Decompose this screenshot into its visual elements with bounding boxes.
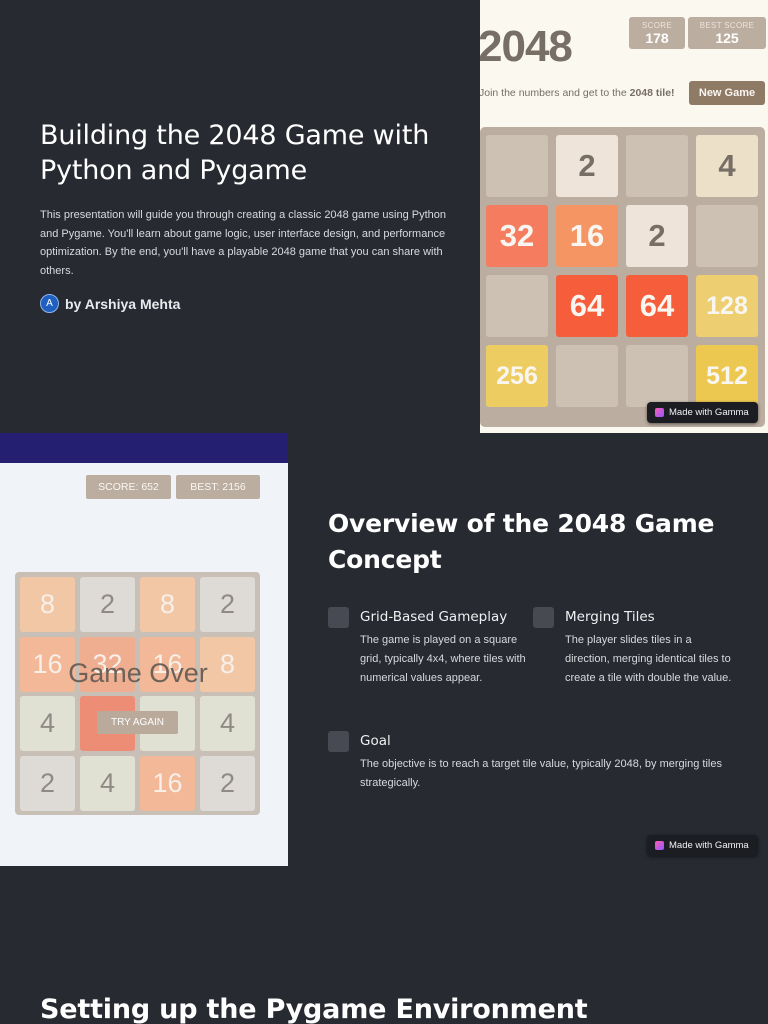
tile-2: 2 — [200, 755, 255, 811]
tile-4: 4 — [20, 696, 75, 751]
feature-icon — [533, 607, 554, 628]
tile-8: 8 — [140, 577, 195, 632]
tile-empty — [696, 205, 758, 267]
gamma-logo-icon — [655, 841, 664, 850]
tile-16: 16 — [20, 636, 75, 692]
made-with-gamma-badge[interactable]: Made with Gamma — [647, 835, 758, 856]
tile-32: 32 — [80, 636, 135, 692]
best-display: BEST: 2156 — [176, 475, 260, 499]
made-with-gamma-badge[interactable]: Made with Gamma — [647, 402, 758, 423]
intro-bold-text: 2048 tile! — [629, 87, 675, 99]
slide-intro: Building the 2048 Game with Python and P… — [0, 0, 768, 433]
tile-4: 4 — [696, 135, 758, 197]
author-line: A by Arshiya Mehta — [40, 294, 180, 313]
tile-8: 8 — [20, 577, 75, 632]
best-score-value: 125 — [715, 30, 739, 46]
game-over-text: Game Over — [68, 658, 208, 688]
game-logo: 2048 — [480, 22, 573, 71]
slide-description: This presentation will guide you through… — [40, 209, 447, 277]
game-over-screenshot: SCORE: 652 BEST: 2156 828216321684444241… — [0, 433, 288, 866]
score-display: SCORE: 652 — [86, 475, 171, 499]
tile-2: 2 — [20, 755, 75, 811]
game-intro-text: Join the numbers and get to the 2048 til… — [480, 87, 675, 99]
tile-2: 2 — [626, 205, 688, 267]
tile-64: 64 — [556, 275, 618, 337]
feature-text: The game is played on a square grid, typ… — [360, 634, 526, 684]
tile-16: 16 — [140, 755, 195, 811]
tile-4: 4 — [200, 696, 255, 751]
tile-32: 32 — [486, 205, 548, 267]
tile-4: 4 — [80, 755, 135, 811]
tile-8: 8 — [200, 636, 255, 692]
feature-title: Grid-Based Gameplay — [360, 609, 508, 625]
tile-empty — [486, 275, 548, 337]
tile-256: 256 — [486, 345, 548, 407]
tile-empty — [556, 345, 618, 407]
new-game-button[interactable]: New Game — [689, 81, 765, 105]
tile-2: 2 — [200, 577, 255, 632]
tile-2: 2 — [556, 135, 618, 197]
score-value: 178 — [645, 30, 669, 46]
slide-title-pygame-setup: Setting up the Pygame Environment — [40, 994, 588, 1024]
feature-text: The objective is to reach a target tile … — [360, 758, 722, 789]
feature-icon — [328, 731, 349, 752]
try-again-button[interactable]: TRY AGAIN — [97, 711, 178, 734]
game-screenshot-2048: 2048 SCORE 178 BEST SCORE 125 Join the n… — [480, 0, 768, 433]
tile-empty — [626, 345, 688, 407]
slide-title: Building the 2048 Game with Python and P… — [40, 120, 430, 186]
feature-title: Goal — [360, 733, 391, 749]
window-header-bar — [0, 433, 288, 463]
game-board: 82821632168444424162 — [15, 572, 260, 815]
badge-label: Made with Gamma — [669, 407, 749, 418]
tile-2: 2 — [80, 577, 135, 632]
tile-512: 512 — [696, 345, 758, 407]
intro-text: Join the numbers and get to the — [480, 87, 630, 99]
tile-64: 64 — [626, 275, 688, 337]
tile-16: 16 — [140, 636, 195, 692]
score-label: SCORE — [642, 21, 672, 30]
game-board: 2 4 32 16 2 64 64 128 256 512 — [480, 127, 765, 427]
feature-icon — [328, 607, 349, 628]
tile-16: 16 — [556, 205, 618, 267]
gamma-logo-icon — [655, 408, 664, 417]
feature-title: Merging Tiles — [565, 609, 655, 625]
tile-128: 128 — [696, 275, 758, 337]
slide-overview: SCORE: 652 BEST: 2156 828216321684444241… — [0, 433, 768, 866]
badge-label: Made with Gamma — [669, 840, 749, 851]
tile-empty — [626, 135, 688, 197]
author-name: by Arshiya Mehta — [65, 295, 181, 312]
tile-empty — [486, 135, 548, 197]
feature-text: The player slides tiles in a direction, … — [565, 634, 732, 684]
best-score-label: BEST SCORE — [699, 21, 755, 30]
best-score-box: BEST SCORE 125 — [688, 17, 766, 49]
avatar: A — [40, 294, 59, 313]
slide-title: Overview of the 2048 Game Concept — [328, 509, 715, 574]
score-box: SCORE 178 — [629, 17, 685, 49]
